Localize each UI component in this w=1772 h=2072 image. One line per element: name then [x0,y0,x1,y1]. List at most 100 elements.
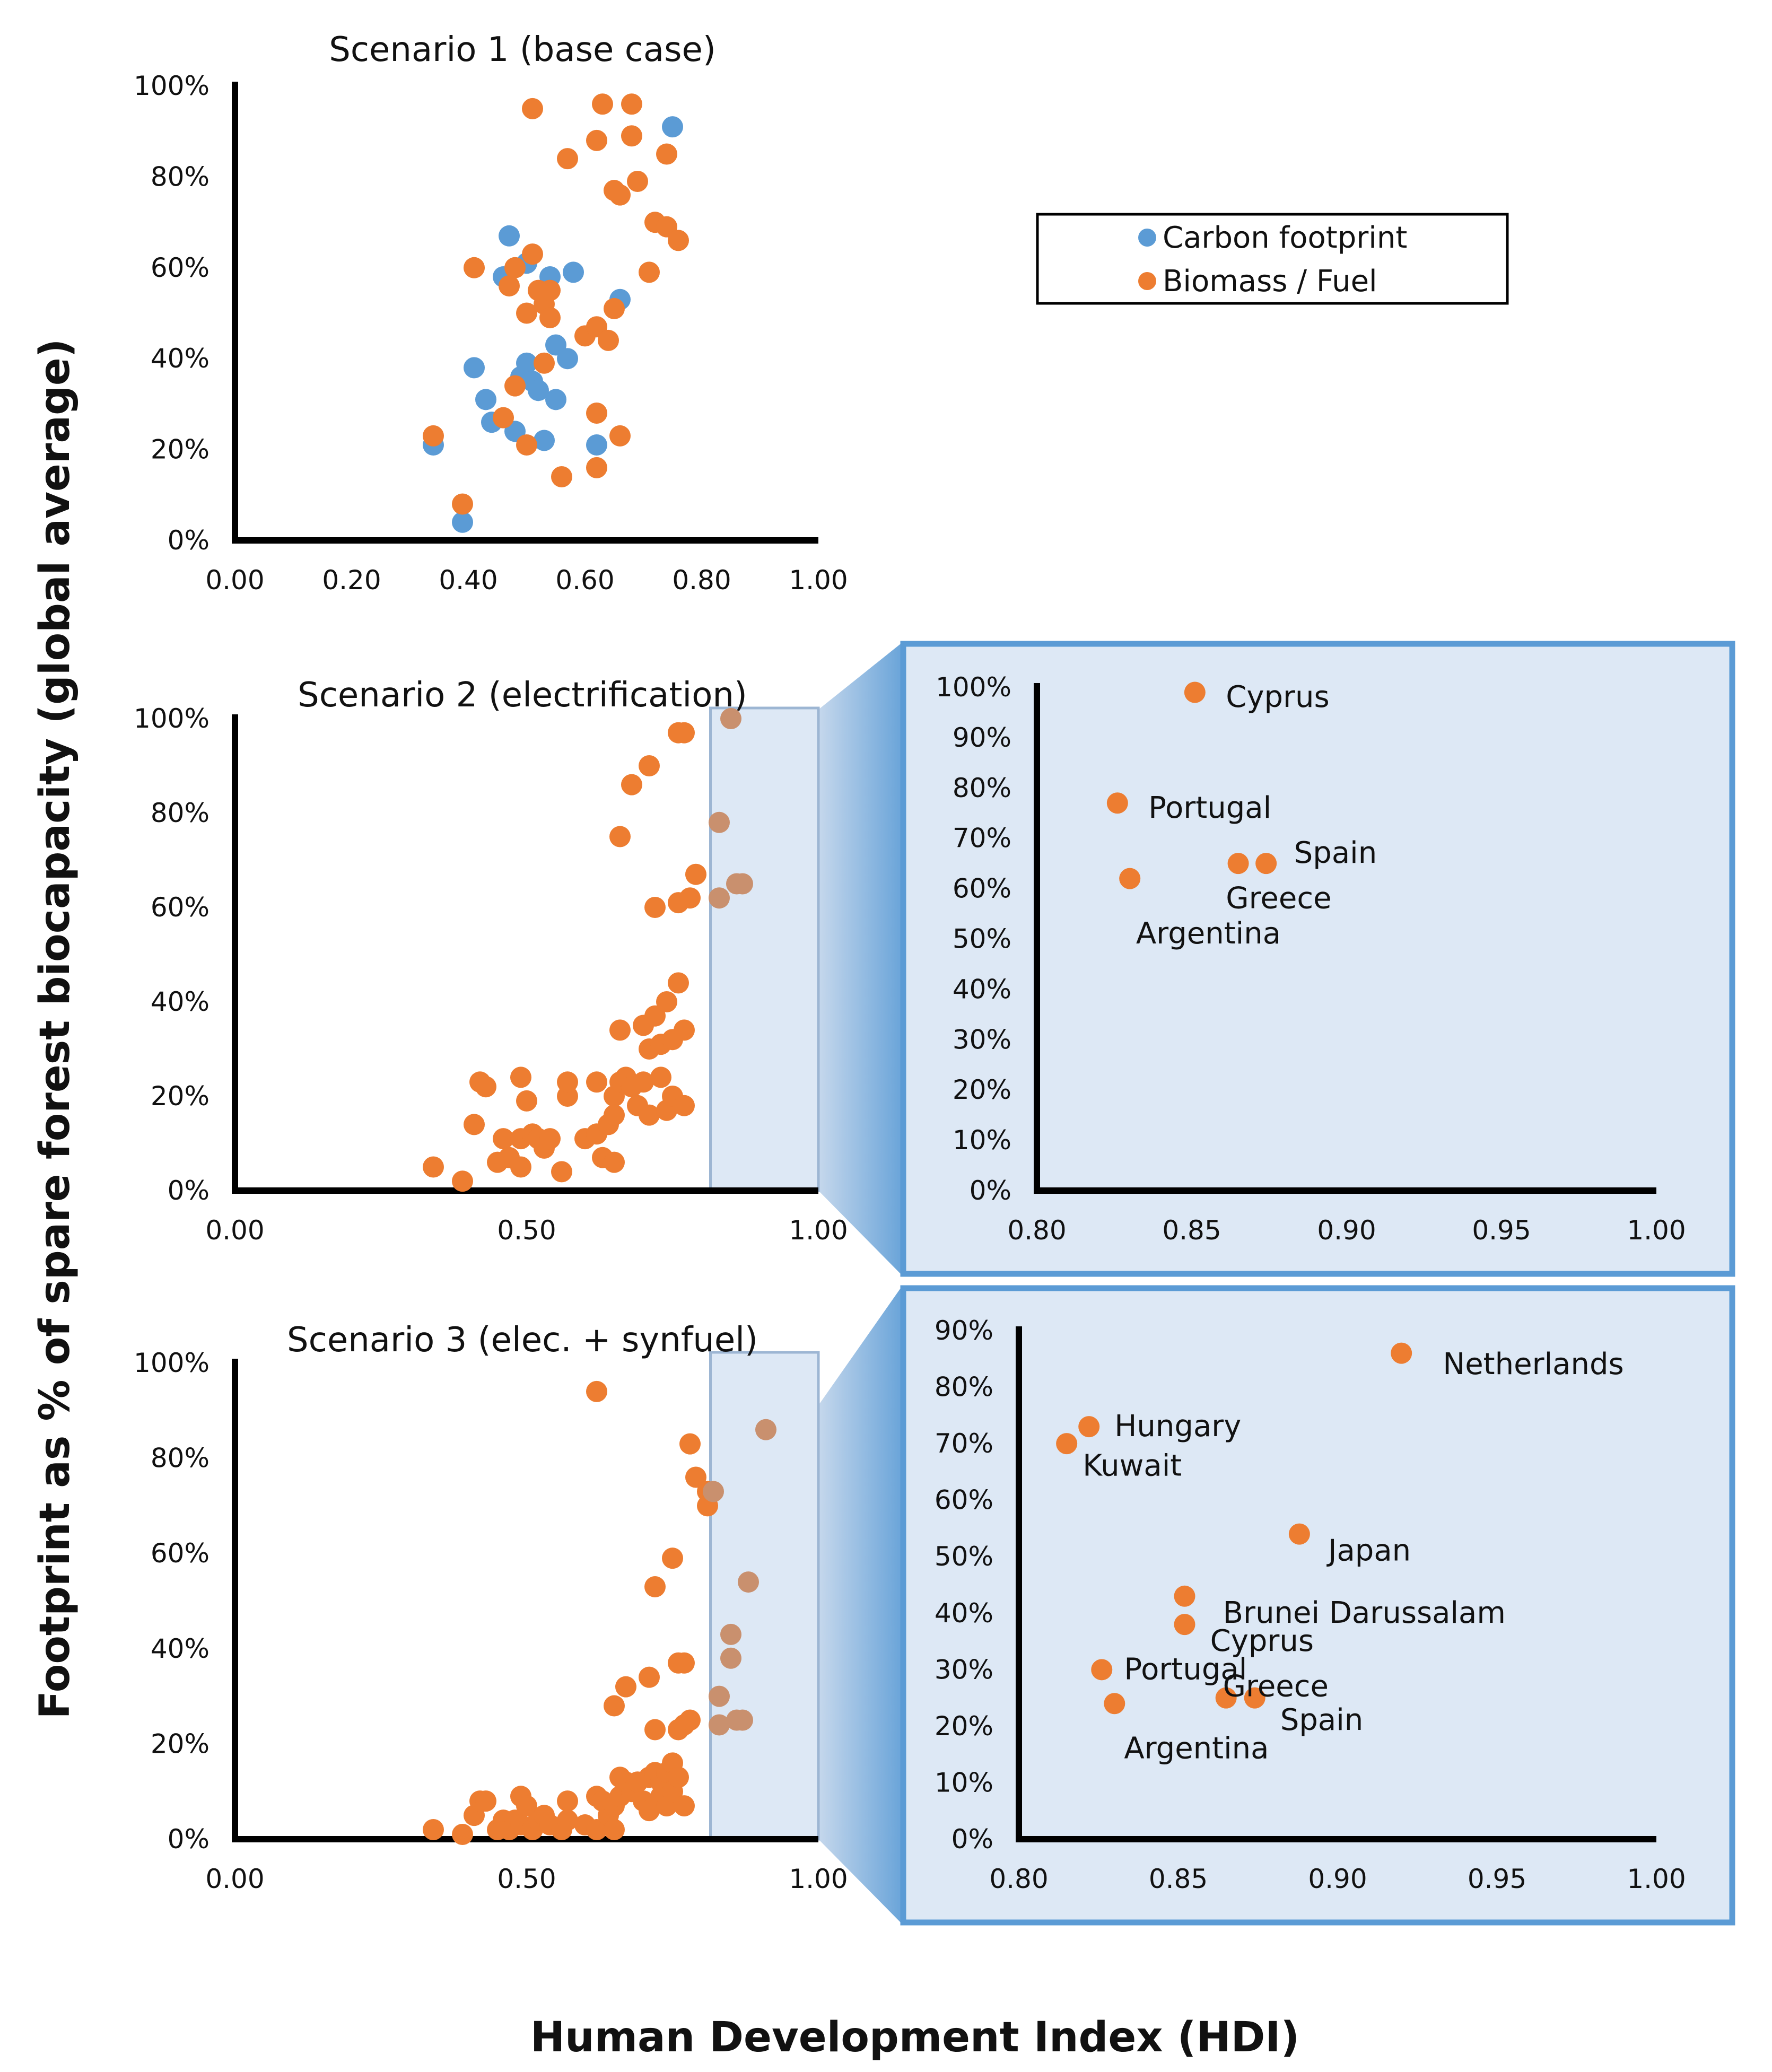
data-point [586,434,607,456]
data-point [586,457,607,478]
y-tick-label: 100% [134,71,210,101]
data-point [609,826,631,847]
data-point [656,991,677,1012]
data-point [534,430,555,451]
x-tick-label: 1.00 [789,1864,848,1894]
data-point [586,129,607,151]
data-point [639,1666,660,1688]
x-tick-label: 0.00 [205,1864,264,1894]
data-point [604,298,625,319]
country-label: Spain [1280,1703,1363,1737]
inset-connector-3 [818,1288,901,1922]
y-tick-label: 40% [953,974,1011,1004]
x-tick-label: 0.50 [497,1864,556,1894]
data-point [639,1800,660,1822]
y-tick-label: 100% [134,703,210,734]
country-label: Cyprus [1210,1624,1314,1658]
data-point [604,1151,625,1173]
y-tick-label: 40% [151,986,210,1017]
country-label: Netherlands [1443,1347,1623,1382]
data-point [639,755,660,776]
y-tick-label: 100% [936,672,1011,703]
y-tick-label: 90% [953,722,1011,753]
y-tick-label: 80% [953,773,1011,803]
data-point [475,1076,496,1098]
data-point [516,302,537,324]
data-point [1215,1687,1237,1709]
chart-title: Scenario 3 (elec. + synfuel) [287,1321,758,1360]
data-point [563,261,584,283]
data-point [452,511,473,533]
data-point [545,389,566,410]
y-tick-label: 100% [134,1348,210,1378]
data-point [720,1647,741,1669]
data-point [557,1790,578,1812]
y-tick-label: 50% [935,1541,993,1572]
data-point [604,1819,625,1841]
y-tick-label: 60% [953,873,1011,904]
y-tick-label: 20% [151,1728,210,1759]
data-point [679,1433,701,1455]
inset-panel-3 [900,1285,1735,1926]
x-tick-label: 0.85 [1149,1864,1208,1894]
data-point [604,1695,625,1717]
x-tick-label: 0.85 [1162,1215,1221,1246]
data-point [633,1071,654,1093]
data-point [709,887,730,909]
data-point [644,1719,666,1741]
country-label: Argentina [1136,916,1281,951]
data-point [674,1652,695,1674]
inset-connector-2 [818,644,901,1274]
data-point [464,357,485,379]
data-point [534,352,555,374]
y-tick-label: 80% [151,798,210,828]
chart-inset-scenario-3: 0% 10% 20% 30% 40% 50% 60% 70% 80% 90% 0.80 0.85 0.9… [935,1315,1686,1894]
legend-marker-biomass [1138,272,1156,290]
x-tick-label: 0.95 [1472,1215,1531,1246]
data-point [639,1104,660,1126]
y-tick-label: 70% [953,823,1011,854]
x-tick-label: 0.90 [1308,1864,1367,1894]
data-point [668,230,689,251]
data-point [586,403,607,424]
inset-panel-2 [900,641,1735,1277]
data-point [1184,681,1206,703]
data-point [586,1819,607,1841]
country-label: Hungary [1114,1409,1241,1444]
data-point [510,1066,531,1088]
data-point [586,1071,607,1093]
data-point [1106,792,1128,814]
y-tick-label: 0% [168,1175,210,1206]
legend-label-carbon: Carbon footprint [1163,221,1407,255]
y-tick-label: 40% [935,1598,993,1629]
data-point [516,1090,537,1112]
country-label: Brunei Darussalam [1223,1596,1506,1630]
data-point [423,1156,444,1178]
x-tick-label: 0.40 [439,565,497,596]
y-tick-label: 90% [935,1315,993,1346]
data-point [516,1795,537,1817]
country-label: Portugal [1148,791,1271,825]
y-tick-label: 10% [953,1125,1011,1156]
chart-title: Scenario 2 (electrification) [298,676,747,715]
x-tick-label: 1.00 [789,565,848,596]
y-tick-label: 20% [935,1711,993,1742]
data-point [679,887,701,909]
data-point [609,425,631,447]
figure-x-axis-label: Human Development Index (HDI) [530,2014,1299,2061]
y-tick-label: 60% [151,1538,210,1569]
x-tick-label: 0.80 [672,565,731,596]
data-point [551,1161,572,1183]
data-point [685,1466,706,1488]
y-tick-label: 40% [151,1633,210,1664]
legend: Carbon footprint Biomass / Fuel [1036,213,1509,305]
data-point [516,434,537,456]
y-tick-label: 20% [151,434,210,465]
legend-label-biomass: Biomass / Fuel [1163,264,1377,299]
data-point [656,143,677,165]
data-point [674,722,695,744]
data-point [423,1819,444,1841]
data-point [709,1714,730,1736]
data-point [679,1709,701,1731]
